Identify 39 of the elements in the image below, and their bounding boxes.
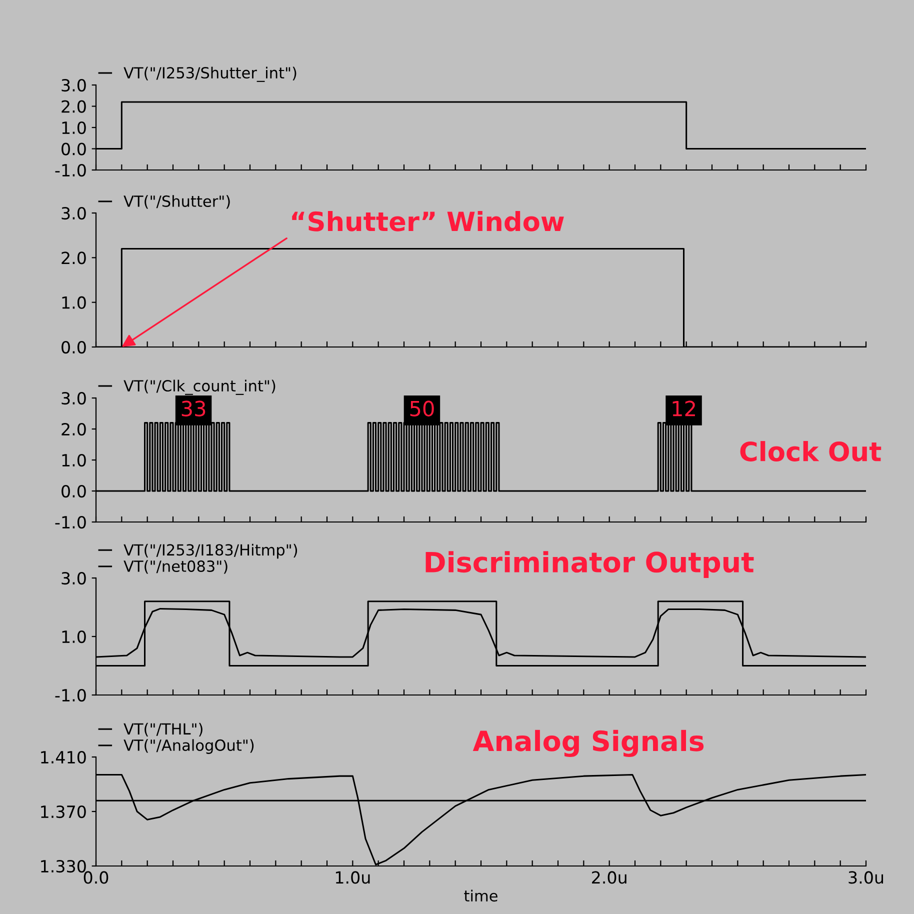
annotation: 50 (410, 400, 434, 416)
y-tick-label: 2.0 (62, 100, 86, 113)
y-tick-label: -1.0 (55, 516, 86, 529)
annotation: Clock Out (740, 441, 882, 462)
legend-label: VT("/I253/I183/Hitmp") (124, 544, 298, 559)
legend-label: VT("/I253/Shutter_int") (124, 66, 296, 82)
annotation: Discriminator Output (426, 551, 754, 578)
annotation: 33 (182, 400, 206, 416)
y-tick-label: 1.0 (62, 121, 86, 134)
y-tick-label: 1.0 (62, 630, 86, 644)
y-tick-label: -1.0 (55, 164, 86, 177)
annotation: 12 (672, 400, 695, 416)
y-tick-label: 1.330 (41, 860, 86, 873)
legend-label: VT("/net083") (124, 560, 228, 574)
y-tick-label: 0.0 (62, 142, 86, 156)
y-tick-label: 1.0 (62, 296, 86, 309)
y-tick-label: 1.0 (62, 454, 86, 467)
y-tick-label: 3.0 (62, 392, 86, 405)
y-tick-label: 0.0 (62, 340, 86, 354)
y-tick-label: 3.0 (62, 78, 86, 92)
y-tick-label: 1.370 (41, 805, 86, 818)
y-tick-label: -1.0 (55, 688, 86, 702)
legend-label: VT("/Shutter") (124, 195, 230, 209)
y-tick-label: 1.410 (41, 750, 86, 764)
legend-label: VT("/THL") (124, 722, 202, 736)
x-tick-label: 0.0 (84, 871, 108, 884)
x-axis-title: time (464, 890, 498, 902)
legend-label: VT("/AnalogOut") (124, 739, 254, 754)
y-tick-label: 2.0 (62, 252, 86, 264)
y-tick-label: 0.0 (62, 484, 86, 498)
annotation: Analog Signals (472, 730, 704, 757)
annotation: “Shutter” Window (292, 210, 564, 232)
x-tick-label: 1.0u (336, 871, 370, 884)
legend-label: VT("/Clk_count_int") (124, 380, 276, 395)
y-tick-label: 2.0 (62, 422, 86, 436)
y-tick-label: 3.0 (62, 206, 86, 220)
y-tick-label: 3.0 (62, 572, 86, 585)
x-tick-label: 2.0u (592, 871, 626, 884)
x-tick-label: 3.0u (848, 871, 884, 884)
